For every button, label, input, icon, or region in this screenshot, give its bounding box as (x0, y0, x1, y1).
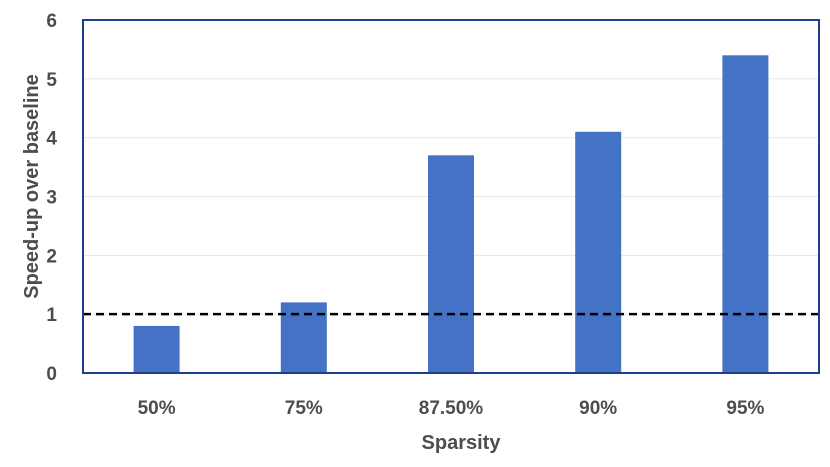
x-axis-title: Sparsity (422, 432, 502, 454)
y-tick-label-6: 6 (46, 11, 57, 32)
x-axis-tick-labels: 50% 75% 87.50% 90% 95% (138, 398, 765, 419)
y-tick-label-5: 5 (46, 70, 57, 91)
x-tick-label-95%: 95% (726, 398, 764, 419)
y-tick-label-3: 3 (46, 188, 57, 209)
x-tick-label-90%: 90% (579, 398, 617, 419)
y-axis-tick-labels: 0 1 2 3 4 5 6 (46, 11, 57, 385)
bar-87.50% (428, 155, 474, 373)
y-axis-title: Speed-up over baseline (21, 74, 43, 299)
y-tick-label-0: 0 (46, 364, 57, 385)
bar-95% (722, 55, 769, 374)
y-tick-label-2: 2 (46, 246, 57, 267)
y-tick-label-4: 4 (46, 129, 57, 150)
plot-area-frame (82, 19, 820, 374)
x-tick-label-75%: 75% (285, 398, 323, 419)
x-tick-label-87.50%: 87.50% (419, 398, 484, 419)
bar-90% (575, 131, 622, 373)
y-tick-label-1: 1 (46, 305, 57, 326)
bars (133, 55, 769, 374)
x-tick-label-50%: 50% (138, 398, 176, 419)
bar-50% (133, 325, 180, 373)
